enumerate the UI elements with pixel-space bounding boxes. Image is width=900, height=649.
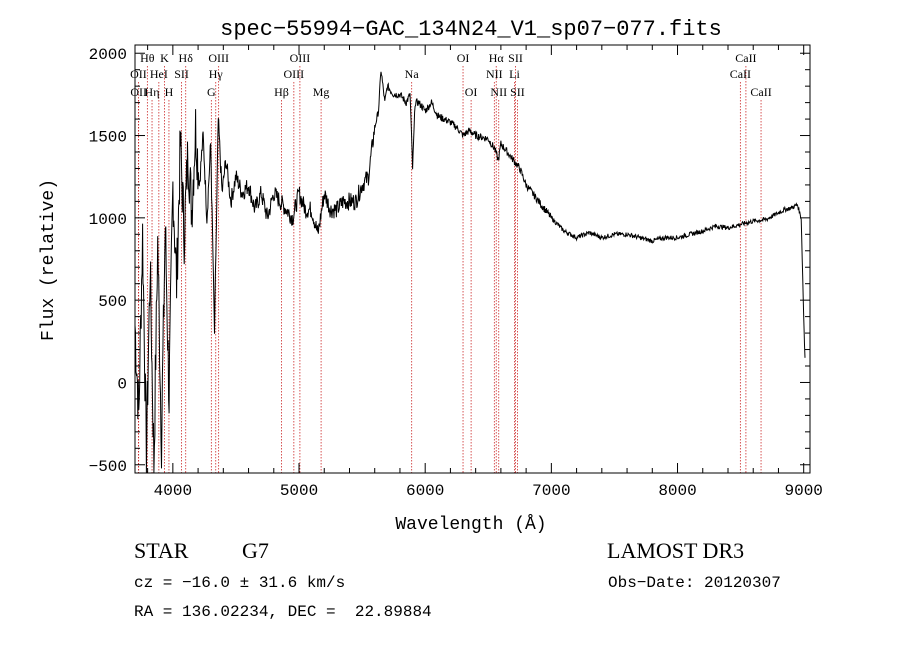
y-tick-label: 2000 xyxy=(89,46,127,64)
plot-frame xyxy=(134,44,811,474)
line-marker-label: H xyxy=(165,85,174,99)
line-marker-label: Hδ xyxy=(179,51,194,65)
obs-date: Obs−Date: 20120307 xyxy=(608,574,781,592)
axes: 4000 5000 6000 7000 8000 9000 −500 0 500 1000 1500… xyxy=(89,45,823,500)
x-axis-label: Wavelength (Å) xyxy=(395,514,546,535)
line-marker-label: SII xyxy=(510,85,525,99)
spectrum-series xyxy=(134,71,806,474)
chart-title: spec−55994−GAC_134N24_V1_sp07−077.fits xyxy=(220,17,722,42)
line-marker-label: CaII xyxy=(735,51,756,65)
line-marker-label: K xyxy=(160,51,169,65)
x-tick-label: 8000 xyxy=(658,482,696,500)
spectrum-line xyxy=(134,71,806,474)
line-marker-label: Hθ xyxy=(140,51,155,65)
y-tick-label: 0 xyxy=(117,375,127,393)
line-marker-label: OII xyxy=(130,67,147,81)
line-marker-label: OII xyxy=(130,85,147,99)
y-tick-label: 500 xyxy=(98,293,127,311)
y-tick-label: −500 xyxy=(89,458,127,476)
spectral-subclass: G7 xyxy=(242,538,269,563)
line-marker-label: OIII xyxy=(208,51,229,65)
line-marker-label: SII xyxy=(174,67,189,81)
line-marker-label: NII xyxy=(486,67,503,81)
x-tick-label: 9000 xyxy=(784,482,822,500)
line-marker-label: CaII xyxy=(750,85,771,99)
line-marker-label: SII xyxy=(508,51,523,65)
coordinates: RA = 136.02234, DEC = 22.89884 xyxy=(134,603,432,621)
line-marker-label: OI xyxy=(465,85,478,99)
y-tick-label: 1000 xyxy=(89,211,127,229)
x-tick-label: 5000 xyxy=(280,482,318,500)
x-tick-label: 6000 xyxy=(406,482,444,500)
line-marker-label: OIII xyxy=(290,51,311,65)
x-tick-label: 7000 xyxy=(532,482,570,500)
line-marker-label: Na xyxy=(405,67,420,81)
y-axis-label: Flux (relative) xyxy=(39,179,59,341)
line-marker-label: Hα xyxy=(489,51,505,65)
line-marker-label: Hβ xyxy=(274,85,289,99)
object-class: STAR xyxy=(134,538,189,563)
line-marker-label: CaII xyxy=(730,67,751,81)
line-marker-label: OI xyxy=(457,51,470,65)
redshift-readout: cz = −16.0 ± 31.6 km/s xyxy=(134,574,346,592)
line-marker-label: G xyxy=(207,85,216,99)
line-marker-label: Li xyxy=(509,67,520,81)
line-marker-label: Hη xyxy=(145,85,160,99)
line-marker-label: NII xyxy=(490,85,507,99)
x-tick-label: 4000 xyxy=(154,482,192,500)
y-tick-label: 1500 xyxy=(89,129,127,147)
line-marker-label: HeI xyxy=(150,67,168,81)
line-marker-label: OIII xyxy=(284,67,305,81)
line-marker-label: Hγ xyxy=(209,67,224,81)
survey-name: LAMOST DR3 xyxy=(607,538,745,563)
line-marker-label: Mg xyxy=(313,85,330,99)
